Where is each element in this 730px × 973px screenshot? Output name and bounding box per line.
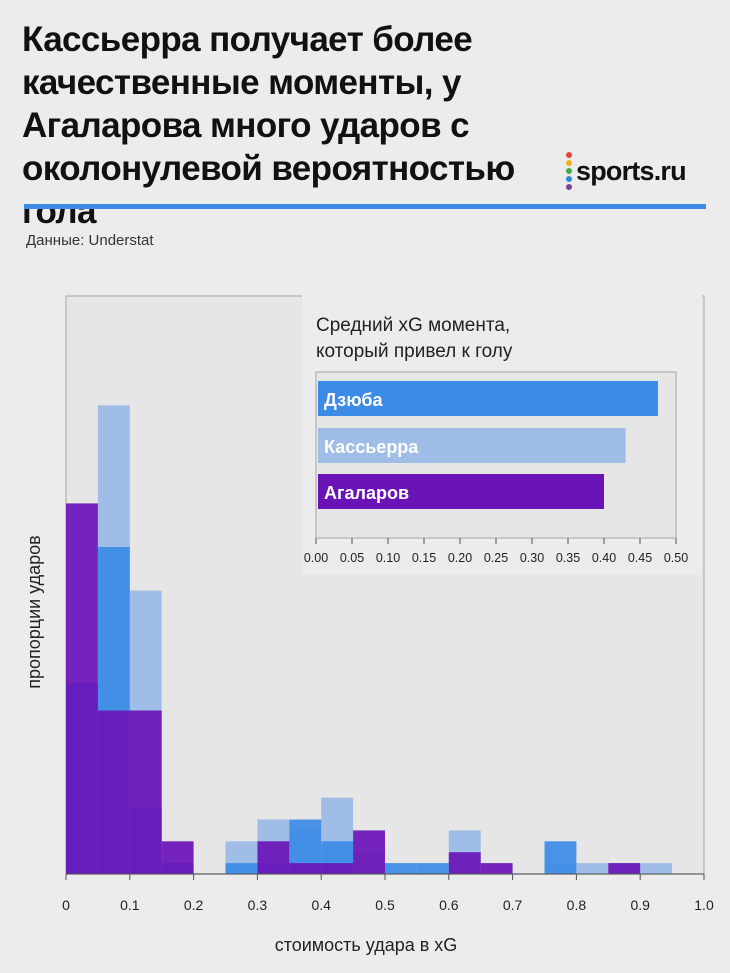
logo-dot-green-icon — [566, 168, 572, 174]
inset-tick-label-2: 0.10 — [376, 551, 400, 565]
x-tick-label-2: 0.2 — [184, 897, 204, 913]
histogram-bars — [66, 405, 673, 874]
x-axis-label: стоимость удара в xG — [275, 935, 458, 955]
hist-bar-Агаларов-7 — [289, 863, 322, 874]
inset-tick-label-5: 0.25 — [484, 551, 508, 565]
x-tick-label-7: 0.7 — [503, 897, 523, 913]
hist-bar-Агаларов-9 — [353, 830, 385, 874]
inset-tick-label-0: 0.00 — [304, 551, 328, 565]
inset-title-line-2: который привел к голу — [316, 341, 513, 362]
x-tick-label-1: 0.1 — [120, 897, 140, 913]
inset-tick-label-4: 0.20 — [448, 551, 472, 565]
hist-bar-Дзюба-10 — [385, 863, 417, 874]
inset-bar-1 — [318, 428, 626, 463]
x-axis-ticks: 0 0.1 0.2 0.3 0.4 0.5 0.6 0.7 0.8 0.9 1.0 — [62, 874, 714, 913]
logo-dot-blue-icon — [566, 176, 572, 182]
inset-tick-label-9: 0.45 — [628, 551, 652, 565]
hist-bar-Агаларов-17 — [608, 863, 641, 874]
header-divider — [24, 204, 706, 209]
inset-tick-label-1: 0.05 — [340, 551, 364, 565]
hist-bar-Кассьерра-16 — [576, 863, 609, 874]
hist-bar-Дзюба-15 — [544, 841, 577, 874]
inset-tick-label-3: 0.15 — [412, 551, 436, 565]
inset-title-line-1: Средний xG момента, — [316, 315, 510, 336]
x-tick-label-0: 0 — [62, 897, 70, 913]
x-tick-label-4: 0.4 — [311, 897, 331, 913]
logo-dot-yellow-icon — [566, 160, 572, 166]
inset-bar-0 — [318, 381, 658, 416]
hist-bar-Агаларов-2 — [129, 710, 162, 874]
logo-dot-red-icon — [566, 152, 572, 158]
x-tick-label-5: 0.5 — [375, 897, 395, 913]
inset-x-ticks: 0.00 0.05 0.10 0.15 0.20 0.25 0.30 0.35 0.40 0.45… — [304, 538, 688, 565]
hist-bar-Агаларов-13 — [480, 863, 513, 874]
hist-bar-Агаларов-8 — [321, 863, 354, 874]
y-axis-label: пропорции ударов — [24, 535, 44, 688]
x-tick-label-9: 0.9 — [630, 897, 650, 913]
hist-bar-Дзюба-5 — [225, 863, 258, 874]
inset-bar-label-1: Кассьерра — [324, 437, 419, 457]
hist-bar-Агаларов-3 — [161, 841, 194, 874]
inset-tick-label-7: 0.35 — [556, 551, 580, 565]
data-source: Данные: Understat — [26, 232, 154, 249]
hist-bar-Дзюба-11 — [416, 863, 449, 874]
sports-ru-logo[interactable]: sports.ru — [566, 152, 687, 190]
hist-bar-Агаларов-12 — [448, 852, 481, 874]
x-tick-label-10: 1.0 — [694, 897, 714, 913]
inset-bar-label-2: Агаларов — [324, 483, 409, 503]
inset-bars: Дзюба Кассьерра Агаларов — [318, 381, 658, 509]
hist-bar-Агаларов-1 — [97, 710, 130, 874]
x-tick-label-3: 0.3 — [248, 897, 268, 913]
inset-bar-label-0: Дзюба — [324, 390, 383, 410]
logo-dots-icon — [566, 152, 572, 190]
hist-bar-Агаларов-0 — [66, 503, 98, 874]
hist-bar-Агаларов-6 — [257, 841, 290, 874]
chart-title: Кассьерра получает более качественные мо… — [22, 20, 515, 231]
x-tick-label-8: 0.8 — [567, 897, 587, 913]
logo-dot-purple-icon — [566, 184, 572, 190]
logo-text: sports.ru — [576, 155, 687, 186]
inset-tick-label-8: 0.40 — [592, 551, 616, 565]
inset-tick-label-10: 0.50 — [664, 551, 688, 565]
hist-bar-Кассьерра-18 — [640, 863, 673, 874]
inset-tick-label-6: 0.30 — [520, 551, 544, 565]
inset-bar-2 — [318, 474, 604, 509]
x-tick-label-6: 0.6 — [439, 897, 459, 913]
